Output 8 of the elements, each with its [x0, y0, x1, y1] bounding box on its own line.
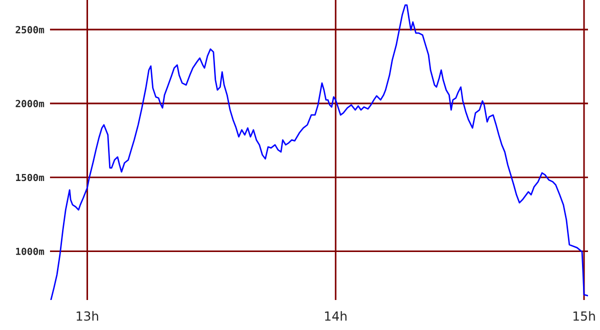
x-tick-label: 14h	[325, 311, 346, 321]
x-tick-label: 13h	[76, 311, 98, 321]
y-tick-label: 2000m	[16, 100, 44, 108]
y-tick-label: 2500m	[16, 26, 44, 34]
x-tick-label: 15h	[573, 311, 595, 321]
y-tick-label: 1000m	[16, 248, 44, 256]
y-tick-label: 1500m	[16, 174, 44, 182]
line-series	[50, 4, 588, 300]
